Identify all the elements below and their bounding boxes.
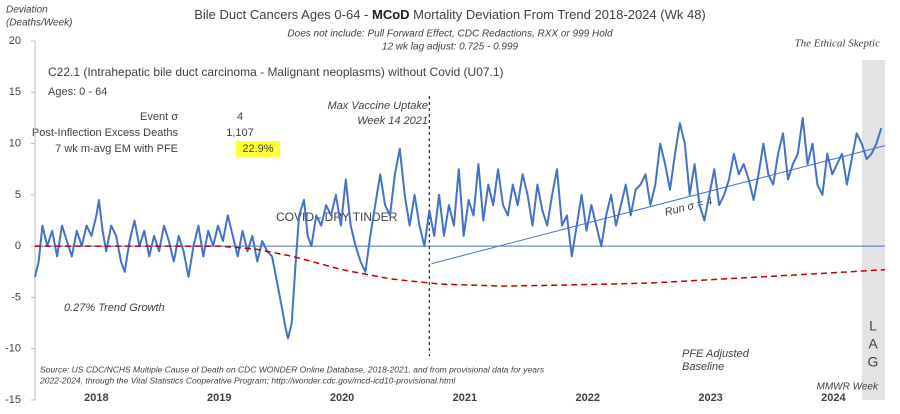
y-tick-label: 20 <box>9 35 21 47</box>
annotation: PFE Adjusted <box>682 348 750 360</box>
y-tick-label: -5 <box>11 291 21 303</box>
x-tick-label: 2022 <box>576 392 600 404</box>
x-tick-label: 2021 <box>453 392 477 404</box>
y-tick-label: 10 <box>9 137 21 149</box>
stat-label: Post-Inflection Excess Deaths <box>32 127 179 139</box>
subtitle: Does not include: Pull Forward Effect, C… <box>287 29 613 40</box>
subtitle: 12 wk lag adjust: 0.725 - 0.999 <box>382 42 519 53</box>
x-tick-label: 2018 <box>84 392 108 404</box>
annotation: COVID - DRY TINDER <box>276 210 398 224</box>
highlight <box>236 141 280 157</box>
chart-title: Bile Duct Cancers Ages 0-64 - MCoD Morta… <box>194 7 706 22</box>
data-line <box>34 116 883 340</box>
lag-label: A <box>868 336 878 352</box>
stat-value: 1,107 <box>226 127 254 139</box>
y-tick-label: 15 <box>9 86 21 98</box>
x-tick-label: 2019 <box>207 392 231 404</box>
annotation: 0.27% Trend Growth <box>64 302 165 314</box>
data-line <box>431 145 886 265</box>
ages: Ages: 0 - 64 <box>48 86 107 98</box>
lag-label: G <box>868 354 879 370</box>
brand: The Ethical Skeptic <box>794 38 880 50</box>
y-axis-label: (Deaths/Week) <box>6 18 73 29</box>
stat-value: 4 <box>237 111 243 123</box>
annotation: Max Vaccine Uptake <box>328 100 428 112</box>
y-tick-label: 5 <box>15 189 21 201</box>
lag-band <box>862 60 885 400</box>
lag-label: L <box>869 318 877 334</box>
source: Source: US CDC/NCHS Multiple Cause of De… <box>40 364 545 374</box>
source: 2022-2024, through the Vital Statistics … <box>39 375 456 385</box>
stat-label: Event σ <box>140 111 178 123</box>
y-tick-label: -10 <box>5 343 21 355</box>
x-tick-label: 2020 <box>330 392 354 404</box>
data-line <box>35 245 886 287</box>
y-tick-label: 0 <box>15 240 21 252</box>
series-title: C22.1 (Intrahepatic bile duct carcinoma … <box>48 65 504 79</box>
y-tick-label: -15 <box>5 394 21 406</box>
x-axis-label: MMWR Week <box>817 382 879 393</box>
stat-value: 22.9% <box>242 143 273 155</box>
x-tick-label: 2023 <box>698 392 722 404</box>
x-tick-label: 2024 <box>821 392 846 404</box>
annotation: Week 14 2021 <box>357 115 428 127</box>
y-axis-label: Deviation <box>6 5 48 16</box>
annotation: Baseline <box>682 361 724 373</box>
stat-label: 7 wk m-avg EM with PFE <box>55 143 178 155</box>
